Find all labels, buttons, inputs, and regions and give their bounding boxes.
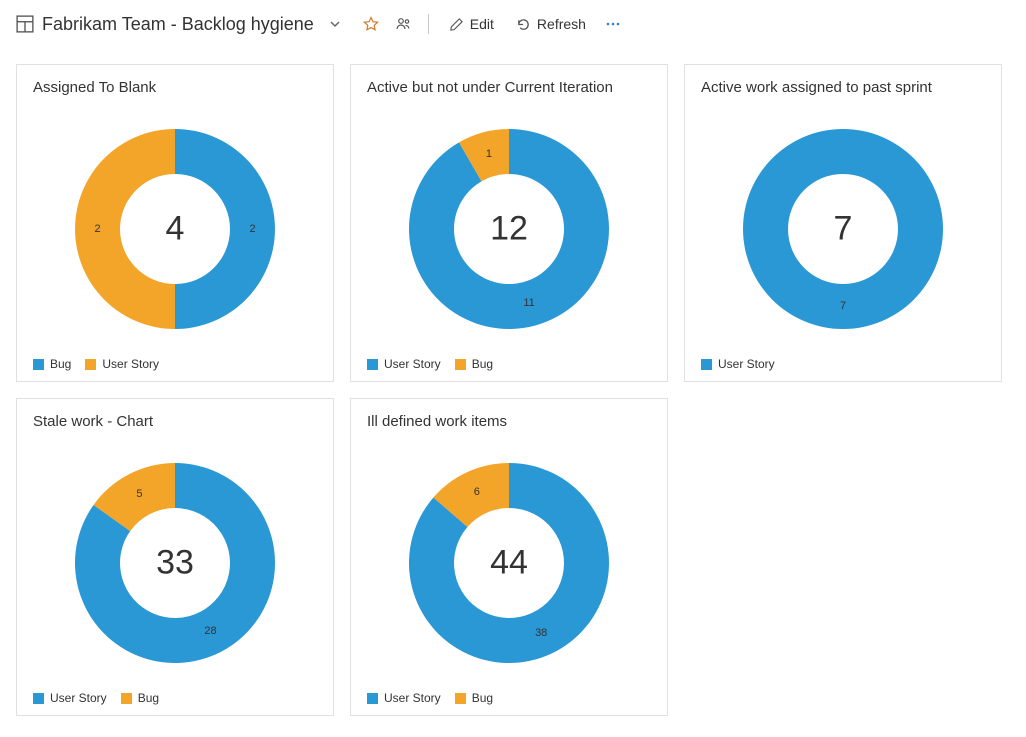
donut-chart: 44386 <box>399 453 619 673</box>
chart-wrap: 12111 <box>367 100 651 357</box>
legend-swatch <box>455 359 466 370</box>
dashboard-icon <box>16 15 34 33</box>
chart-legend: User Story Bug <box>33 691 317 705</box>
card-title: Active work assigned to past sprint <box>701 79 985 96</box>
star-icon[interactable] <box>358 11 384 37</box>
edit-button[interactable]: Edit <box>441 14 502 34</box>
legend-label: Bug <box>138 691 159 705</box>
team-icon[interactable] <box>390 11 416 37</box>
refresh-icon <box>516 17 531 32</box>
legend-swatch <box>33 359 44 370</box>
chart-wrap: 44386 <box>367 434 651 691</box>
legend-item[interactable]: User Story <box>85 357 159 371</box>
legend-swatch <box>121 693 132 704</box>
legend-swatch <box>455 693 466 704</box>
legend-swatch <box>85 359 96 370</box>
chart-wrap: 77 <box>701 100 985 357</box>
toolbar: Fabrikam Team - Backlog hygiene Edit Ref… <box>0 0 1026 48</box>
donut-chart: 422 <box>65 119 285 339</box>
legend-item[interactable]: Bug <box>121 691 159 705</box>
chart-legend: User Story Bug <box>367 357 651 371</box>
donut-chart: 33285 <box>65 453 285 673</box>
page-title: Fabrikam Team - Backlog hygiene <box>42 14 314 35</box>
legend-label: User Story <box>384 357 441 371</box>
chart-wrap: 33285 <box>33 434 317 691</box>
legend-swatch <box>367 693 378 704</box>
legend-label: Bug <box>50 357 71 371</box>
donut-center-value: 44 <box>490 543 528 582</box>
card-title: Ill defined work items <box>367 413 651 430</box>
chart-wrap: 422 <box>33 100 317 357</box>
card-title: Stale work - Chart <box>33 413 317 430</box>
legend-swatch <box>33 693 44 704</box>
legend-label: User Story <box>102 357 159 371</box>
chevron-down-icon[interactable] <box>322 11 348 37</box>
chart-legend: User Story Bug <box>367 691 651 705</box>
chart-legend: Bug User Story <box>33 357 317 371</box>
pencil-icon <box>449 17 464 32</box>
card-title: Active but not under Current Iteration <box>367 79 651 96</box>
legend-item[interactable]: Bug <box>33 357 71 371</box>
donut-slice[interactable] <box>75 129 175 329</box>
chart-card[interactable]: Ill defined work items 44386 User Story Bug <box>350 398 668 716</box>
chart-card[interactable]: Assigned To Blank 422 Bug User Story <box>16 64 334 382</box>
legend-swatch <box>701 359 712 370</box>
legend-label: User Story <box>50 691 107 705</box>
more-icon[interactable] <box>600 11 626 37</box>
legend-label: User Story <box>718 357 775 371</box>
legend-swatch <box>367 359 378 370</box>
legend-item[interactable]: User Story <box>367 357 441 371</box>
donut-slice[interactable] <box>175 129 275 329</box>
chart-legend: User Story <box>701 357 985 371</box>
edit-button-label: Edit <box>470 16 494 32</box>
donut-chart: 77 <box>733 119 953 339</box>
chart-card[interactable]: Active but not under Current Iteration 12… <box>350 64 668 382</box>
legend-label: Bug <box>472 357 493 371</box>
donut-center-value: 4 <box>166 209 185 248</box>
legend-item[interactable]: Bug <box>455 357 493 371</box>
dashboard-grid: Assigned To Blank422BugUser StoryActive … <box>0 48 1026 732</box>
donut-chart: 12111 <box>399 119 619 339</box>
legend-label: User Story <box>384 691 441 705</box>
refresh-button[interactable]: Refresh <box>508 14 594 34</box>
legend-item[interactable]: User Story <box>33 691 107 705</box>
donut-center-value: 12 <box>490 209 528 248</box>
legend-label: Bug <box>472 691 493 705</box>
card-title: Assigned To Blank <box>33 79 317 96</box>
legend-item[interactable]: User Story <box>367 691 441 705</box>
chart-card[interactable]: Stale work - Chart 33285 User Story Bug <box>16 398 334 716</box>
legend-item[interactable]: User Story <box>701 357 775 371</box>
toolbar-separator <box>428 14 429 34</box>
chart-card[interactable]: Active work assigned to past sprint 77 Use… <box>684 64 1002 382</box>
donut-center-value: 7 <box>834 209 853 248</box>
refresh-button-label: Refresh <box>537 16 586 32</box>
donut-center-value: 33 <box>156 543 194 582</box>
legend-item[interactable]: Bug <box>455 691 493 705</box>
